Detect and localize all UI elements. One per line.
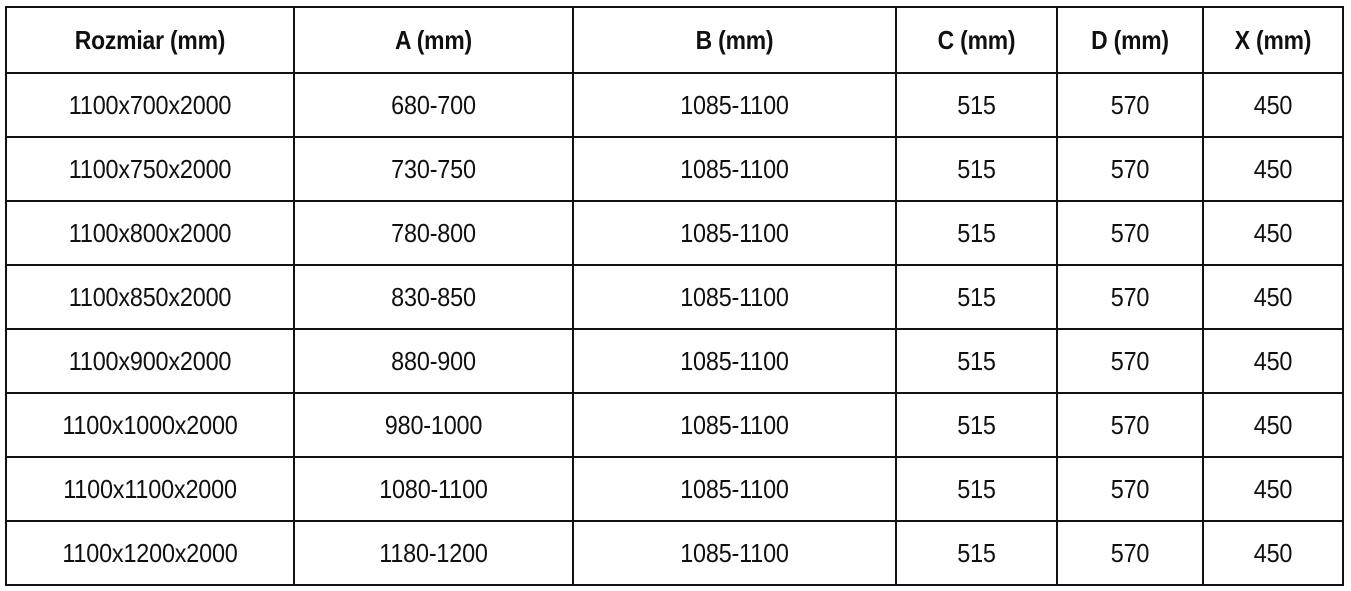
cell-a: 730-750: [307, 136, 560, 202]
cell-x: 450: [1209, 264, 1337, 330]
cell-rozmiar: 1100x800x2000: [19, 200, 281, 266]
cell-d: 570: [1063, 200, 1197, 266]
cell-d: 570: [1063, 328, 1197, 394]
cell-d: 570: [1063, 520, 1197, 586]
cell-rozmiar: 1100x700x2000: [19, 72, 281, 138]
cell-b: 1085-1100: [588, 264, 881, 330]
cell-c: 515: [903, 456, 1050, 522]
cell-a: 880-900: [307, 328, 560, 394]
cell-a: 780-800: [307, 200, 560, 266]
table-header-row: Rozmiar (mm) A (mm) B (mm) C (mm) D (mm)…: [6, 6, 1343, 74]
table-row: 1100x900x2000 880-900 1085-1100 515 570 …: [6, 328, 1343, 394]
table-header: Rozmiar (mm) A (mm) B (mm) C (mm) D (mm)…: [6, 6, 1343, 74]
cell-a: 1180-1200: [307, 520, 560, 586]
cell-a: 980-1000: [307, 392, 560, 458]
cell-x: 450: [1209, 200, 1337, 266]
cell-b: 1085-1100: [588, 328, 881, 394]
table-body: 1100x700x2000 680-700 1085-1100 515 570 …: [6, 72, 1343, 586]
cell-x: 450: [1209, 520, 1337, 586]
dimensions-table: Rozmiar (mm) A (mm) B (mm) C (mm) D (mm)…: [5, 6, 1344, 586]
cell-d: 570: [1063, 72, 1197, 138]
table-row: 1100x850x2000 830-850 1085-1100 515 570 …: [6, 264, 1343, 330]
cell-c: 515: [903, 72, 1050, 138]
column-header-d: D (mm): [1064, 6, 1196, 74]
cell-rozmiar: 1100x850x2000: [19, 264, 281, 330]
column-header-a: A (mm): [309, 6, 558, 74]
cell-x: 450: [1209, 328, 1337, 394]
cell-b: 1085-1100: [588, 136, 881, 202]
table-row: 1100x1100x2000 1080-1100 1085-1100 515 5…: [6, 456, 1343, 522]
cell-x: 450: [1209, 456, 1337, 522]
cell-rozmiar: 1100x900x2000: [19, 328, 281, 394]
cell-rozmiar: 1100x1100x2000: [19, 456, 281, 522]
cell-d: 570: [1063, 456, 1197, 522]
table-row: 1100x800x2000 780-800 1085-1100 515 570 …: [6, 200, 1343, 266]
cell-c: 515: [903, 328, 1050, 394]
column-header-x: X (mm): [1210, 6, 1336, 74]
cell-rozmiar: 1100x1000x2000: [19, 392, 281, 458]
cell-a: 680-700: [307, 72, 560, 138]
cell-b: 1085-1100: [588, 520, 881, 586]
cell-x: 450: [1209, 392, 1337, 458]
cell-a: 830-850: [307, 264, 560, 330]
cell-a: 1080-1100: [307, 456, 560, 522]
cell-x: 450: [1209, 136, 1337, 202]
cell-c: 515: [903, 200, 1050, 266]
cell-b: 1085-1100: [588, 456, 881, 522]
table-row: 1100x1000x2000 980-1000 1085-1100 515 57…: [6, 392, 1343, 458]
cell-c: 515: [903, 520, 1050, 586]
table-row: 1100x1200x2000 1180-1200 1085-1100 515 5…: [6, 520, 1343, 586]
table-row: 1100x700x2000 680-700 1085-1100 515 570 …: [6, 72, 1343, 138]
table-row: 1100x750x2000 730-750 1085-1100 515 570 …: [6, 136, 1343, 202]
cell-c: 515: [903, 264, 1050, 330]
column-header-c: C (mm): [904, 6, 1049, 74]
cell-b: 1085-1100: [588, 72, 881, 138]
cell-b: 1085-1100: [588, 392, 881, 458]
cell-c: 515: [903, 136, 1050, 202]
cell-d: 570: [1063, 392, 1197, 458]
cell-x: 450: [1209, 72, 1337, 138]
cell-b: 1085-1100: [588, 200, 881, 266]
cell-c: 515: [903, 392, 1050, 458]
column-header-b: B (mm): [591, 6, 878, 74]
cell-d: 570: [1063, 136, 1197, 202]
column-header-rozmiar: Rozmiar (mm): [22, 6, 278, 74]
cell-rozmiar: 1100x750x2000: [19, 136, 281, 202]
cell-d: 570: [1063, 264, 1197, 330]
cell-rozmiar: 1100x1200x2000: [19, 520, 281, 586]
